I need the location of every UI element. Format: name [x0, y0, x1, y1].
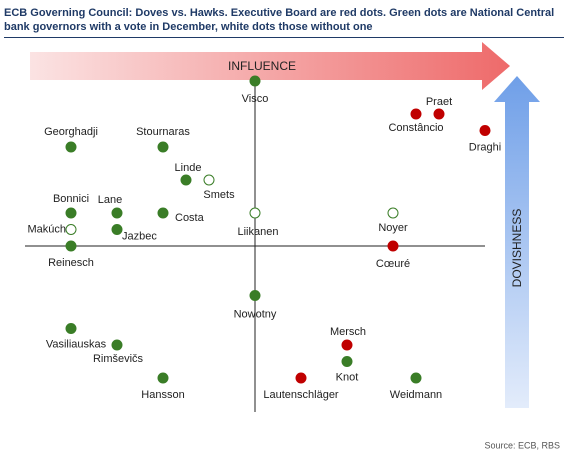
- point: [111, 339, 123, 351]
- point-label: Costa: [175, 212, 205, 224]
- point: [65, 323, 77, 334]
- point-label: Noyer: [378, 222, 408, 234]
- point: [65, 141, 77, 153]
- point-label: Smets: [203, 189, 235, 201]
- point: [65, 224, 77, 235]
- point: [157, 141, 169, 153]
- point-label: Weidmann: [390, 389, 442, 401]
- point: [433, 108, 445, 120]
- source: Source: ECB, RBS: [484, 440, 560, 450]
- point: [157, 207, 169, 219]
- chart-title: ECB Governing Council: Doves vs. Hawks. …: [4, 6, 564, 38]
- point-label: Rimševičs: [93, 353, 144, 365]
- point: [249, 207, 261, 219]
- point-label: Draghi: [469, 141, 501, 153]
- point: [295, 372, 307, 384]
- point-label: Vasiliauskas: [46, 338, 107, 350]
- point: [111, 207, 123, 219]
- point: [341, 339, 353, 351]
- point-label: Mersch: [330, 326, 366, 338]
- point: [203, 174, 215, 186]
- point-label: Linde: [175, 162, 202, 174]
- point: [410, 372, 422, 384]
- point-label: Cœuré: [376, 258, 410, 270]
- point-label: Makúch: [27, 223, 66, 235]
- point: [479, 125, 491, 136]
- influence-arrow: [30, 42, 510, 90]
- point: [65, 240, 77, 252]
- point-label: Nowotny: [234, 308, 277, 320]
- point-label: Constâncio: [388, 122, 443, 134]
- point: [180, 174, 192, 186]
- point: [341, 356, 353, 367]
- point-label: Visco: [242, 93, 269, 105]
- point: [249, 75, 261, 87]
- point: [111, 224, 123, 235]
- point-label: Reinesch: [48, 257, 94, 269]
- x-axis-label: INFLUENCE: [228, 59, 296, 73]
- dovishness-arrow: [494, 76, 540, 408]
- point: [157, 372, 169, 384]
- point-label: Jazbec: [122, 230, 157, 242]
- point: [387, 207, 399, 219]
- point-label: Lautenschläger: [263, 389, 339, 401]
- point: [410, 108, 422, 120]
- point-label: Liikanen: [238, 226, 279, 238]
- point-label: Bonnici: [53, 193, 89, 205]
- point: [387, 240, 399, 252]
- point-label: Praet: [426, 96, 452, 108]
- point-label: Knot: [336, 371, 359, 383]
- point-label: Lane: [98, 194, 122, 206]
- point-label: Stournaras: [136, 126, 190, 138]
- point-label: Hansson: [141, 389, 184, 401]
- y-axis-label: DOVISHNESS: [510, 209, 524, 288]
- point: [65, 207, 77, 219]
- point-label: Georghadji: [44, 126, 98, 138]
- point: [249, 290, 261, 301]
